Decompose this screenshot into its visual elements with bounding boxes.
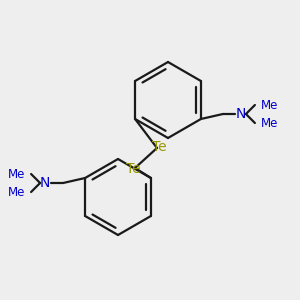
Text: Me: Me xyxy=(8,185,25,199)
Text: Me: Me xyxy=(261,98,278,112)
Text: N: N xyxy=(236,107,246,121)
Text: N: N xyxy=(40,176,50,190)
Text: Te: Te xyxy=(126,162,140,176)
Text: Me: Me xyxy=(8,167,25,181)
Text: Me: Me xyxy=(261,116,278,130)
Text: Te: Te xyxy=(152,140,166,154)
